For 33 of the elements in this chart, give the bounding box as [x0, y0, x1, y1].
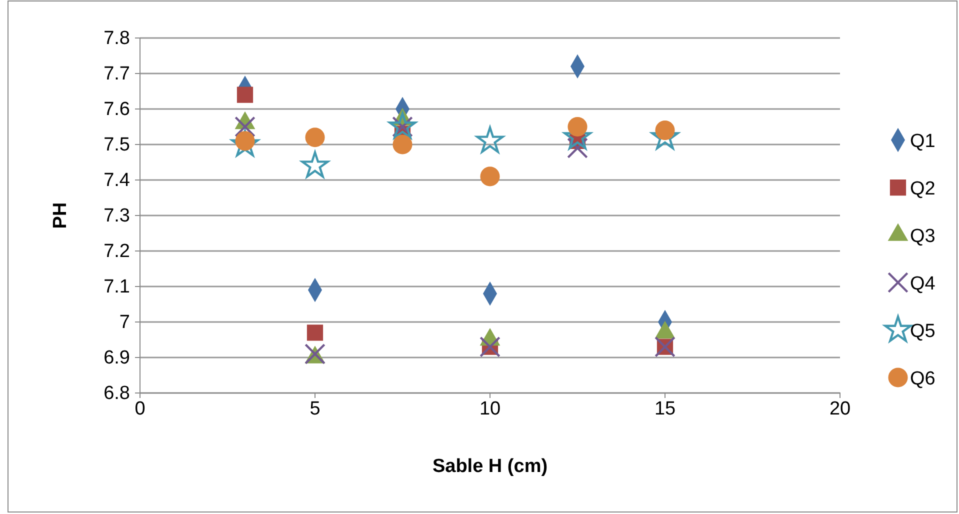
y-tick-label: 6.8	[104, 383, 130, 404]
y-tick-label: 7.6	[104, 99, 130, 120]
y-tick-label: 7.4	[104, 170, 130, 192]
x-tick-label: 20	[829, 398, 851, 420]
y-tick-label: 7.5	[104, 134, 130, 156]
point	[234, 116, 256, 138]
x-tick-label: 10	[479, 398, 501, 420]
legend-label: Q1	[910, 131, 936, 152]
x-tick-label: 0	[134, 398, 146, 420]
legend-label: Q3	[910, 226, 936, 247]
point	[655, 120, 675, 140]
y-tick-label: 7	[119, 312, 130, 334]
y-axis-title: PH	[50, 202, 71, 229]
y-tick-label: 6.9	[104, 348, 130, 369]
legend-label: Q5	[910, 321, 936, 342]
point	[306, 324, 324, 341]
x-tick-label: 5	[310, 398, 320, 420]
point	[567, 138, 588, 158]
y-tick-label: 7.3	[104, 206, 130, 227]
legend-label: Q4	[910, 274, 936, 294]
point	[568, 116, 588, 137]
point	[392, 134, 412, 154]
legend-label: Q2	[910, 178, 936, 200]
legend-label: Q6	[910, 368, 936, 390]
y-tick-label: 7.8	[104, 28, 130, 50]
point	[305, 128, 325, 148]
point	[480, 166, 500, 186]
y-tick-label: 7.7	[104, 64, 130, 85]
x-axis-title: Sable H (cm)	[432, 456, 548, 477]
point	[236, 86, 254, 103]
y-tick-label: 7.1	[104, 276, 130, 298]
y-tick-label: 7.2	[104, 241, 130, 262]
x-tick-label: 15	[654, 398, 676, 420]
